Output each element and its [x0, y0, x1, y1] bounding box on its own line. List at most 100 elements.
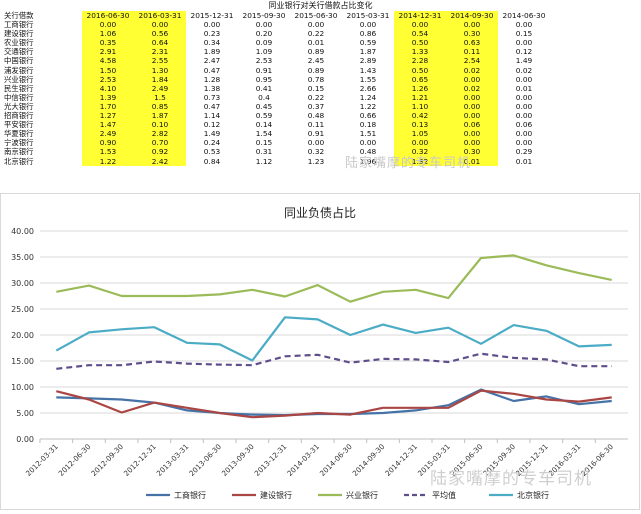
value-cell: 2.53	[255, 56, 273, 66]
y-tick-label: 30.00	[11, 279, 34, 288]
y-tick-label: 15.00	[11, 357, 34, 366]
value-cell: 0.95	[255, 74, 273, 84]
value-cell: 0.31	[255, 147, 273, 157]
value-cell: 0.63	[446, 38, 498, 48]
value-cell: 1.87	[134, 111, 186, 121]
legend-label: 平均值	[432, 490, 456, 500]
value-cell: 0.09	[255, 38, 273, 48]
value-cell: 0.00	[359, 20, 377, 30]
value-cell: 0.89	[307, 65, 325, 75]
value-cell: 2.54	[446, 56, 498, 66]
table-row: 北京银行 1.22 2.42 0.84 1.12 1.23 1.96 1.32 0.01 0.01	[2, 156, 550, 166]
value-cell: 0.00	[394, 138, 446, 148]
value-cell: 0.00	[515, 92, 533, 102]
bank-name-cell: 兴业银行	[4, 74, 34, 84]
value-cell: 0.66	[359, 111, 377, 121]
value-cell: 1.70	[82, 101, 134, 112]
value-cell: 1.28	[203, 74, 221, 84]
value-cell: 1.24	[359, 92, 377, 102]
value-cell: 1.89	[203, 47, 221, 57]
value-cell: 0.01	[307, 38, 325, 48]
value-cell: 2.47	[203, 56, 221, 66]
table-row: 交通银行 2.91 2.31 1.89 1.09 0.89 1.87 1.33 0.11 0.12	[2, 47, 550, 57]
value-cell: 1.49	[203, 129, 221, 139]
legend-label: 工商银行	[174, 490, 206, 500]
value-cell: 0.30	[446, 29, 498, 39]
value-cell: 1.54	[255, 129, 273, 139]
bank-name-cell: 华夏银行	[4, 129, 34, 139]
table-row: 招商银行 1.27 1.87 1.14 0.59 0.48 0.66 0.42 0.00 0.00	[2, 111, 550, 121]
column-header: 2016-03-31	[134, 11, 186, 21]
legend-label: 建设银行	[260, 490, 292, 500]
watermark-top: 陆家嘴摩的专车司机	[345, 156, 472, 171]
value-cell: 1.5	[134, 92, 186, 102]
table-title: 同业银行对关行借款占比变化	[268, 1, 373, 10]
column-header: 2015-09-30	[242, 11, 286, 20]
value-cell: 0.50	[394, 38, 446, 48]
value-cell: 1.32	[394, 156, 446, 166]
value-cell: 0.47	[203, 65, 221, 75]
value-cell: 1.27	[82, 111, 134, 121]
bank-name-cell: 农业银行	[4, 38, 34, 48]
value-cell: 2.89	[359, 56, 377, 66]
value-cell: 0.18	[359, 120, 377, 130]
value-cell: 1.55	[359, 74, 377, 84]
value-cell: 0.02	[446, 65, 498, 75]
value-cell: 1.96	[359, 156, 377, 166]
value-cell: 2.49	[134, 83, 186, 93]
value-cell: 0.73	[203, 92, 221, 102]
value-cell: 1.26	[394, 83, 446, 93]
bank-name-cell: 浦发银行	[4, 65, 34, 75]
value-cell: 0.23	[203, 29, 221, 39]
value-cell: 0.00	[203, 20, 221, 30]
y-tick-label: 25.00	[11, 305, 34, 314]
value-cell: 0.00	[446, 111, 498, 121]
series-line-3	[56, 352, 612, 370]
value-cell: 1.05	[394, 129, 446, 139]
table-row: 宁波银行 0.90 0.70 0.24 0.15 0.00 0.00 0.00 0.00 0.00	[2, 138, 550, 148]
series-lines	[55, 254, 612, 419]
value-cell: 0.54	[394, 29, 446, 39]
series-line-1	[56, 389, 612, 419]
value-cell: 1.49	[515, 56, 533, 66]
value-cell: 0.00	[134, 20, 186, 30]
value-cell: 0.02	[446, 83, 498, 93]
value-cell: 2.91	[82, 47, 134, 57]
table-header-row: 关行借款 2016-06-30 2016-03-31 2015-12-31 2015-…	[2, 11, 550, 21]
bank-name-cell: 中国银行	[4, 56, 34, 66]
value-cell: 0.00	[515, 74, 533, 84]
value-cell: 0.15	[515, 29, 533, 39]
value-cell: 1.22	[359, 101, 377, 111]
line-chart: 同业负债占比 0.00 5.00 10.00 15.00 20.00 25.00 30.00…	[0, 193, 640, 510]
table-row: 华夏银行 2.49 2.82 1.49 1.54 0.91 1.51 1.05 0.00 0.00	[2, 129, 550, 139]
value-cell: 0.00	[307, 138, 325, 148]
column-header: 2016-06-30	[82, 11, 134, 21]
value-cell: 1.10	[394, 101, 446, 112]
value-cell: 2.31	[134, 47, 186, 57]
value-cell: 0.35	[82, 38, 134, 48]
column-header: 2015-06-30	[294, 11, 338, 20]
table-row: 平安银行 1.47 0.10 0.12 0.14 0.11 0.18 0.13 0.06 0.06	[2, 120, 550, 130]
value-cell: 0.13	[394, 120, 446, 130]
legend: 工商银行 建设银行 兴业银行 平均值 北京银行	[146, 490, 549, 500]
value-cell: 0.45	[255, 101, 273, 111]
value-cell: 1.21	[394, 92, 446, 102]
y-tick-label: 40.00	[11, 227, 34, 236]
value-cell: 0.06	[515, 120, 533, 130]
value-cell: 0.00	[515, 138, 533, 148]
value-cell: 0.20	[255, 29, 273, 39]
value-cell: 0.11	[307, 120, 325, 130]
legend-label: 兴业银行	[346, 490, 378, 500]
value-cell: 0.47	[203, 101, 221, 111]
column-header: 2015-12-31	[190, 11, 234, 20]
table-row: 浦发银行 1.50 1.30 0.47 0.91 0.89 1.43 0.50 0.02 0.02	[2, 65, 550, 75]
value-cell: 0.42	[394, 111, 446, 121]
value-cell: 0.65	[394, 74, 446, 84]
value-cell: 1.30	[134, 65, 186, 75]
table-row: 工商银行 0.00 0.00 0.00 0.00 0.00 0.00 0.00 0.00 0.00	[2, 20, 550, 30]
value-cell: 0.78	[307, 74, 325, 84]
value-cell: 0.00	[446, 74, 498, 84]
value-cell: 2.42	[134, 156, 186, 166]
column-header: 2014-09-30	[446, 11, 498, 21]
table-row: 光大银行 1.70 0.85 0.47 0.45 0.37 1.22 1.10 0.00 0.00	[2, 101, 550, 112]
